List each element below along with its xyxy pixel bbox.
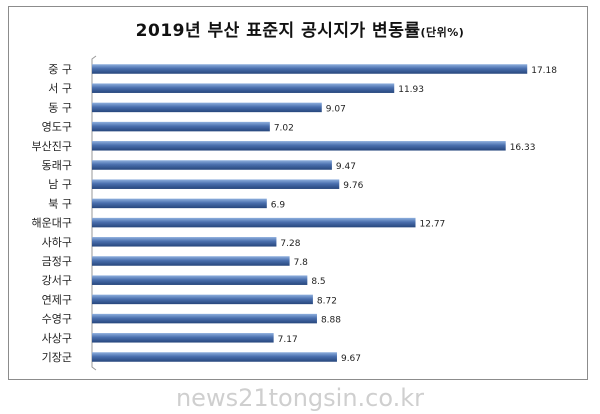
- bar: [92, 198, 267, 209]
- value-label: 6.9: [271, 200, 286, 210]
- bar: [92, 102, 322, 113]
- category-label: 부산진구: [32, 140, 72, 153]
- category-label: 사상구: [42, 332, 72, 345]
- value-label: 8.88: [321, 316, 341, 326]
- value-label: 9.67: [341, 354, 361, 364]
- value-label: 17.18: [531, 66, 557, 76]
- bar: [92, 352, 337, 362]
- value-label: 11.93: [398, 85, 424, 95]
- value-label: 8.5: [311, 277, 325, 287]
- bar: [92, 179, 340, 189]
- chart-title-text: 2019년 부산 표준지 공시지가 변동률: [135, 21, 421, 41]
- category-label: 수영구: [42, 313, 72, 326]
- category-label: 동 구: [48, 101, 72, 114]
- value-label: 7.8: [294, 258, 309, 268]
- value-label: 9.76: [343, 181, 363, 191]
- value-label: 9.07: [326, 104, 346, 114]
- value-label: 12.77: [420, 220, 446, 230]
- bar: [92, 333, 274, 343]
- bar: [92, 294, 313, 305]
- category-label: 연제구: [42, 293, 72, 306]
- category-label: 남 구: [48, 178, 72, 191]
- bar: [92, 275, 308, 285]
- bar: [92, 160, 332, 170]
- value-label: 7.02: [274, 124, 294, 134]
- category-label: 북 구: [48, 197, 72, 210]
- watermark: news21tongsin.co.kr: [175, 384, 425, 412]
- value-label: 9.47: [336, 162, 356, 172]
- category-label: 중 구: [48, 63, 72, 76]
- bar: [92, 256, 290, 266]
- category-label: 서 구: [48, 82, 72, 95]
- chart-title-unit: (단위%): [420, 26, 465, 39]
- bar: [92, 237, 277, 247]
- value-label: 7.17: [278, 335, 298, 345]
- bar: [92, 64, 528, 74]
- category-label: 강서구: [42, 274, 72, 287]
- category-label: 영도구: [42, 121, 72, 134]
- category-label: 사하구: [42, 235, 72, 249]
- category-label: 기장군: [42, 351, 72, 364]
- value-label: 16.33: [510, 143, 536, 153]
- category-label: 해운대구: [32, 216, 72, 230]
- y-axis-line: [91, 55, 97, 371]
- category-label: 동래구: [42, 159, 72, 172]
- value-label: 8.72: [317, 296, 337, 306]
- bar: [92, 313, 317, 324]
- category-label: 금정구: [42, 255, 72, 268]
- bar: [92, 217, 416, 228]
- bar: [92, 121, 270, 132]
- chart-title: 2019년 부산 표준지 공시지가 변동률(단위%): [0, 16, 600, 41]
- value-label: 7.28: [280, 239, 300, 249]
- bar: [92, 83, 395, 93]
- bar: [92, 141, 506, 151]
